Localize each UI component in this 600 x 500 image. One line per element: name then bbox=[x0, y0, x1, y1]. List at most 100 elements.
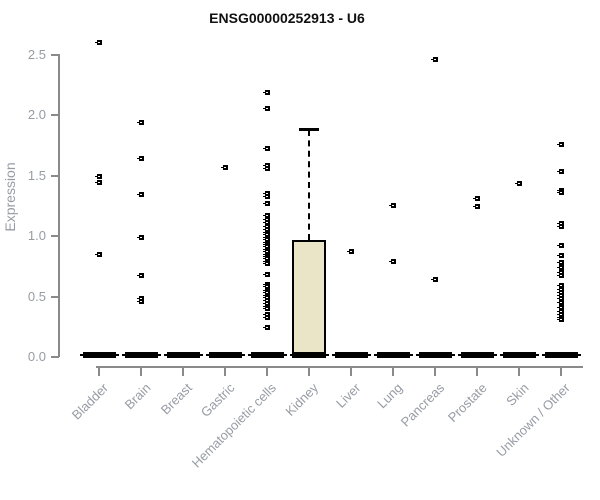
x-tick-label: Bladder bbox=[69, 380, 112, 423]
x-tick-label: Unknown / Other bbox=[493, 380, 574, 460]
x-tick-label: Skin bbox=[502, 380, 532, 409]
data-point bbox=[263, 315, 270, 320]
data-point bbox=[515, 181, 522, 186]
x-axis-tick bbox=[308, 367, 310, 376]
data-point bbox=[473, 196, 480, 201]
data-point bbox=[137, 273, 144, 278]
x-tick-label: Pancreas bbox=[397, 380, 448, 430]
data-point bbox=[263, 224, 270, 229]
data-point bbox=[263, 325, 270, 330]
box-plot-box bbox=[292, 240, 326, 358]
data-point bbox=[557, 260, 564, 265]
y-tick-label: 2.5 bbox=[27, 46, 46, 62]
data-point bbox=[95, 252, 102, 257]
data-point bbox=[95, 180, 102, 185]
data-point bbox=[557, 273, 564, 278]
data-point bbox=[263, 217, 270, 222]
data-point bbox=[263, 256, 270, 261]
data-point bbox=[263, 272, 270, 277]
box-plot-zero-bar bbox=[80, 352, 119, 358]
data-point bbox=[557, 296, 564, 301]
box-plot-zero-bar bbox=[458, 352, 497, 358]
data-point bbox=[263, 244, 270, 249]
data-point bbox=[557, 265, 564, 270]
x-tick-label: Brain bbox=[121, 380, 154, 413]
x-axis-tick bbox=[434, 367, 436, 376]
x-tick-label: Kidney bbox=[282, 380, 322, 419]
data-point bbox=[263, 295, 270, 300]
y-tick-label: 2.0 bbox=[27, 107, 46, 122]
data-point bbox=[95, 174, 102, 179]
data-point bbox=[263, 146, 270, 151]
box-plot-zero-bar bbox=[290, 352, 329, 358]
data-point bbox=[263, 237, 270, 242]
y-axis-line bbox=[58, 54, 60, 357]
data-point bbox=[557, 224, 564, 229]
data-point bbox=[347, 249, 354, 254]
data-point bbox=[263, 163, 270, 168]
data-point bbox=[557, 221, 564, 226]
y-tick-label: 0.0 bbox=[27, 349, 46, 364]
data-point bbox=[263, 290, 270, 295]
y-axis-tick bbox=[51, 174, 59, 177]
data-point bbox=[557, 270, 564, 275]
x-axis-tick bbox=[266, 367, 268, 376]
box-plot-zero-bar bbox=[374, 352, 413, 358]
data-point bbox=[263, 261, 270, 266]
box-plot-whisker-cap bbox=[299, 128, 319, 131]
box-plot-upper-whisker bbox=[308, 130, 310, 240]
data-point bbox=[263, 249, 270, 254]
data-point bbox=[263, 213, 270, 218]
data-point bbox=[557, 293, 564, 298]
data-point bbox=[263, 201, 270, 206]
data-point bbox=[389, 203, 396, 208]
data-point bbox=[557, 312, 564, 317]
data-point bbox=[473, 204, 480, 209]
data-point bbox=[263, 90, 270, 95]
data-point bbox=[263, 298, 270, 303]
data-point bbox=[557, 142, 564, 147]
x-axis-tick bbox=[560, 367, 562, 376]
data-point bbox=[557, 309, 564, 314]
data-point bbox=[137, 296, 144, 301]
data-point bbox=[263, 312, 270, 317]
x-axis-tick bbox=[392, 367, 394, 376]
data-point bbox=[95, 40, 102, 45]
data-point bbox=[557, 287, 564, 292]
data-point bbox=[263, 306, 270, 311]
y-axis-tick bbox=[51, 235, 59, 237]
data-point bbox=[263, 194, 270, 199]
data-point bbox=[557, 305, 564, 310]
box-plot-zero-bar bbox=[248, 352, 287, 358]
data-point bbox=[431, 57, 438, 62]
data-point bbox=[557, 243, 564, 248]
x-axis-tick bbox=[350, 367, 352, 376]
x-axis-tick bbox=[518, 367, 520, 376]
data-point bbox=[557, 300, 564, 305]
data-point bbox=[137, 299, 144, 304]
data-point bbox=[263, 232, 270, 237]
data-point bbox=[263, 106, 270, 111]
data-point bbox=[263, 220, 270, 225]
data-point bbox=[137, 192, 144, 197]
box-plot-zero-bar bbox=[332, 352, 371, 358]
data-point bbox=[389, 259, 396, 264]
box-plot-zero-bar bbox=[206, 352, 245, 358]
y-tick-label: 1.0 bbox=[27, 228, 46, 243]
y-axis-tick bbox=[51, 356, 59, 358]
data-point bbox=[557, 169, 564, 174]
box-plot-zero-bar bbox=[122, 352, 161, 358]
y-axis-tick bbox=[51, 114, 59, 116]
x-tick-label: Lung bbox=[374, 380, 406, 412]
x-axis-tick bbox=[182, 367, 184, 376]
data-point bbox=[557, 290, 564, 295]
data-point bbox=[431, 277, 438, 282]
data-point bbox=[137, 156, 144, 161]
box-plot-zero-bar bbox=[542, 352, 581, 358]
x-axis-tick bbox=[476, 367, 478, 376]
x-tick-label: Prostate bbox=[444, 380, 490, 426]
x-axis-tick bbox=[224, 367, 226, 376]
data-point bbox=[263, 191, 270, 196]
data-point bbox=[557, 190, 564, 195]
